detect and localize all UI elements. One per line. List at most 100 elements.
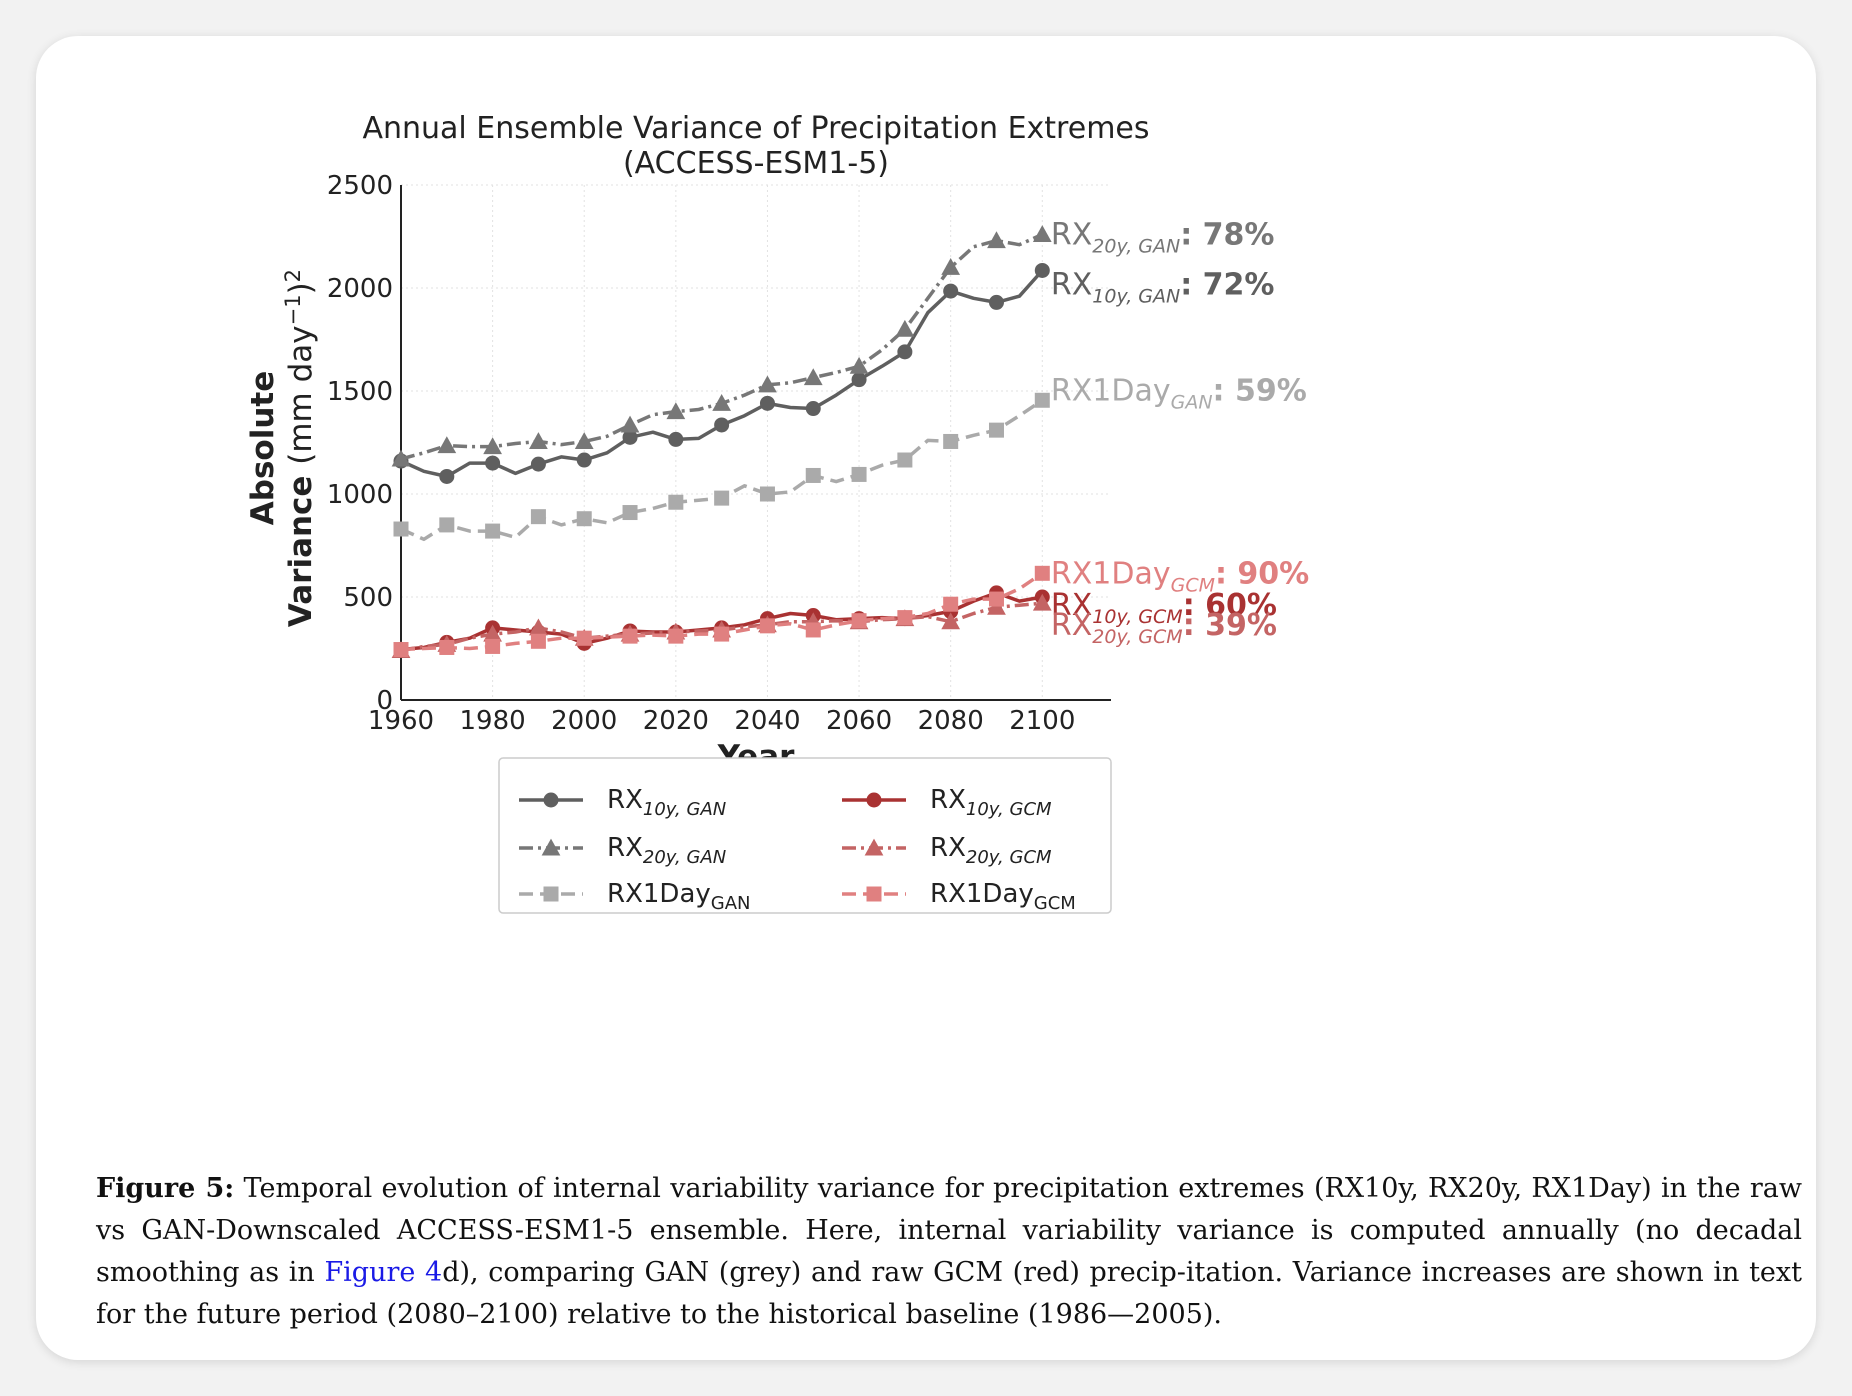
- data-point-rx1day_gcm: [1034, 565, 1050, 581]
- end-label-value: : 72%: [1180, 267, 1274, 302]
- data-point-rx1day_gan: [485, 523, 501, 539]
- y-axis-label-bold: Variance: [283, 465, 319, 627]
- end-label-sub: GAN: [1171, 391, 1213, 413]
- y-tick-label: 500: [343, 583, 393, 613]
- legend-box: [498, 757, 1112, 914]
- x-tick-label: 2060: [826, 706, 892, 736]
- data-point-rx20_gcm: [483, 624, 502, 642]
- legend-label-sub: GAN: [711, 893, 751, 914]
- chart-title: Annual Ensemble Variance of Precipitatio…: [362, 111, 1149, 146]
- data-point-rx20_gan: [987, 231, 1006, 249]
- x-tick-label: 2100: [1009, 706, 1075, 736]
- end-label-rx10_gan: RX10y, GAN: 72%: [1051, 267, 1275, 307]
- data-point-rx20_gan: [712, 393, 732, 411]
- legend-label: RX20y, GAN: [607, 833, 726, 868]
- y-tick-label: 1500: [327, 377, 393, 407]
- data-point-rx20_gan: [758, 375, 777, 393]
- data-point-rx20_gan: [437, 436, 457, 454]
- end-label-base: RX: [1051, 608, 1092, 643]
- y-axis-label-exp2: 2: [281, 269, 305, 282]
- data-point-rx1day_gcm: [851, 613, 867, 629]
- legend-label: RX20y, GCM: [930, 833, 1052, 868]
- data-point-rx1day_gcm: [897, 610, 913, 626]
- end-label-sub: 20y, GCM: [1092, 626, 1182, 648]
- legend-label-base: RX: [930, 785, 966, 815]
- data-point-rx1day_gcm: [485, 638, 501, 654]
- data-point-rx1day_gan: [530, 509, 546, 525]
- legend-item-rx10_gcm: RX10y, GCM: [842, 785, 1052, 820]
- data-point-rx10_gan: [1034, 262, 1050, 278]
- y-tick-label: 0: [376, 686, 393, 716]
- data-point-rx20_gcm: [529, 618, 548, 636]
- series-rx1day_gan: [393, 392, 1050, 542]
- end-label-value: : 39%: [1183, 608, 1277, 643]
- data-point-rx10_gan: [530, 456, 546, 472]
- y-tick-label: 1000: [327, 480, 393, 510]
- legend-label: RX10y, GAN: [607, 785, 726, 820]
- data-point-rx1day_gan: [851, 466, 867, 482]
- caption-figure-link[interactable]: Figure 4: [324, 1257, 443, 1288]
- x-tick-label: 1980: [460, 706, 526, 736]
- legend-label-base: RX1Day: [607, 879, 711, 909]
- y-axis-label-unit: (mm day: [283, 325, 319, 464]
- data-point-rx1day_gcm: [622, 628, 638, 644]
- legend-item-rx20_gcm: RX20y, GCM: [842, 833, 1052, 868]
- data-point-rx1day_gcm: [988, 591, 1004, 607]
- legend-marker: [543, 886, 559, 902]
- data-point-rx10_gan: [943, 283, 959, 299]
- legend-label-base: RX: [930, 833, 966, 863]
- data-point-rx20_gan: [941, 258, 961, 275]
- end-label-value: : 78%: [1180, 217, 1274, 252]
- legend-item-rx10_gan: RX10y, GAN: [519, 785, 726, 820]
- series-rx1day_gcm: [393, 565, 1050, 658]
- data-point-rx1day_gan: [714, 490, 730, 506]
- data-point-rx20_gan: [574, 432, 594, 449]
- end-label-sub: GCM: [1171, 574, 1215, 596]
- data-point-rx10_gan: [668, 431, 684, 447]
- data-point-rx10_gan: [576, 452, 592, 468]
- data-point-rx1day_gcm: [943, 596, 959, 612]
- caption-label: Figure 5:: [96, 1173, 235, 1204]
- data-point-rx1day_gcm: [439, 639, 455, 655]
- data-point-rx1day_gcm: [393, 642, 409, 658]
- end-label-base: RX: [1051, 267, 1092, 302]
- data-point-rx1day_gan: [576, 511, 592, 527]
- x-tick-label: 2020: [643, 706, 709, 736]
- data-point-rx1day_gan: [1034, 392, 1050, 408]
- end-label-rx20_gcm: RX20y, GCM: 39%: [1051, 608, 1277, 648]
- data-point-rx20_gcm: [941, 612, 961, 630]
- legend-marker: [543, 792, 559, 808]
- legend-label-sub: 10y, GAN: [643, 799, 726, 820]
- legend-item-rx1day_gan: RX1DayGAN: [519, 879, 751, 914]
- data-point-rx20_gcm: [1032, 593, 1052, 611]
- y-axis-label-exp: −1: [281, 294, 305, 325]
- legend-label: RX1DayGAN: [607, 879, 751, 914]
- legend-label: RX1DayGCM: [930, 879, 1076, 914]
- data-point-rx10_gan: [851, 372, 867, 388]
- series-rx20_gan: [391, 225, 1052, 467]
- data-point-rx10_gan: [897, 344, 913, 360]
- end-label-rx1day_gan: RX1DayGAN: 59%: [1051, 373, 1307, 413]
- data-point-rx20_gan: [895, 319, 915, 337]
- chart-subtitle: (ACCESS-ESM1-5): [623, 146, 889, 181]
- data-point-rx20_gan: [1032, 225, 1052, 242]
- data-point-rx20_gan: [849, 356, 869, 374]
- end-label-value: : 60%: [1183, 588, 1277, 623]
- data-point-rx1day_gcm: [805, 622, 821, 638]
- end-label-sub: 10y, GCM: [1092, 606, 1182, 628]
- figure-card: Annual Ensemble Variance of Precipitatio…: [36, 36, 1816, 1360]
- data-point-rx20_gan: [803, 368, 823, 386]
- end-label-base: RX1Day: [1051, 556, 1171, 591]
- end-label-base: RX: [1051, 588, 1092, 623]
- data-point-rx10_gan: [485, 455, 501, 471]
- end-label-rx1day_gcm: RX1DayGCM: 90%: [1051, 556, 1309, 596]
- legend-label-base: RX1Day: [930, 879, 1034, 909]
- data-point-rx1day_gan: [439, 517, 455, 533]
- legend-label-base: RX: [607, 833, 643, 863]
- caption-text-1: Temporal evolution of internal variabili…: [96, 1173, 1802, 1288]
- legend-label-sub: GCM: [1034, 893, 1076, 914]
- data-point-rx1day_gcm: [668, 628, 684, 644]
- figure-caption: Figure 5: Temporal evolution of internal…: [96, 1168, 1802, 1336]
- legend-label-sub: 20y, GAN: [643, 847, 726, 868]
